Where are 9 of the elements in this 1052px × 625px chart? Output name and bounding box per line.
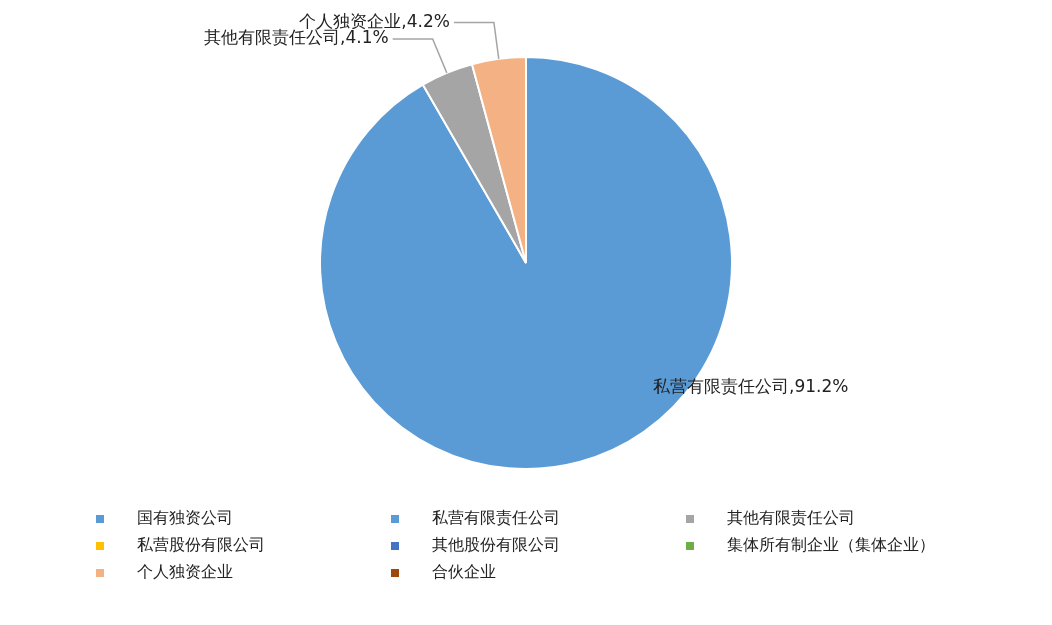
legend-label: 合伙企业 — [432, 562, 496, 583]
legend-label: 其他股份有限公司 — [432, 535, 560, 556]
legend-label: 集体所有制企业（集体企业） — [727, 535, 935, 556]
legend-label: 私营股份有限公司 — [137, 535, 265, 556]
data-label: 私营有限责任公司,91.2% — [653, 375, 849, 396]
legend-label: 个人独资企业 — [137, 562, 233, 583]
legend-label: 其他有限责任公司 — [727, 508, 855, 529]
legend-label: 私营有限责任公司 — [432, 508, 560, 529]
legend-label: 国有独资公司 — [137, 508, 233, 529]
